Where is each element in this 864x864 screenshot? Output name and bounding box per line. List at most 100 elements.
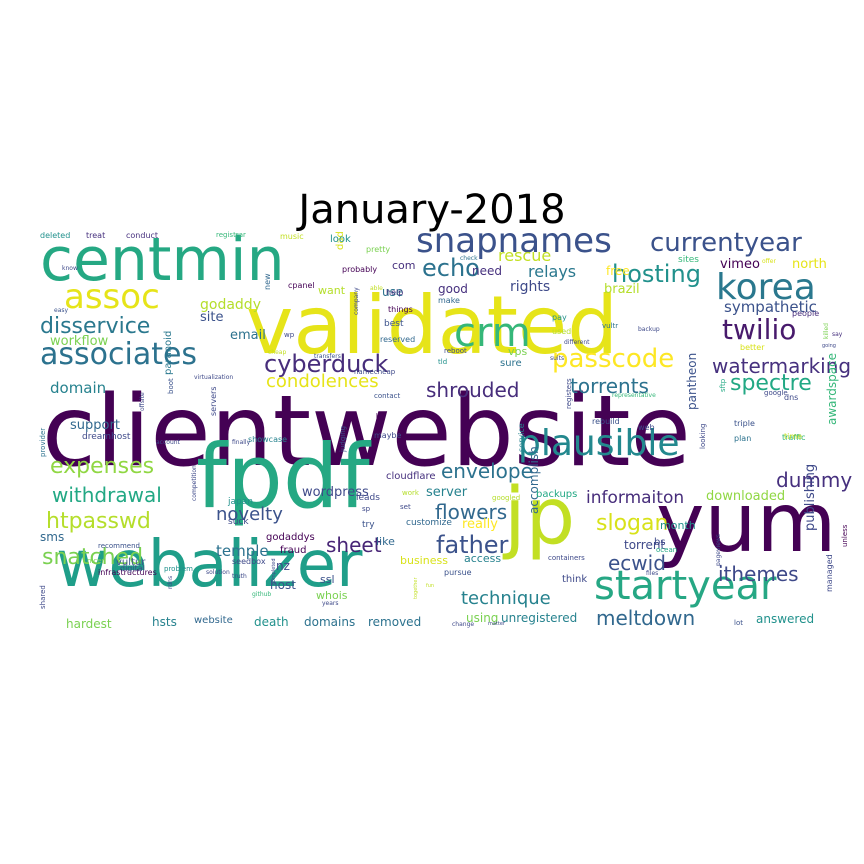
cloud-word: problem	[164, 565, 193, 573]
cloud-word: completed	[271, 558, 277, 585]
cloud-word: pursue	[444, 568, 472, 577]
cloud-word: able	[370, 285, 383, 292]
cloud-word: hosting	[612, 260, 701, 288]
cloud-word: rescue	[498, 246, 552, 265]
cloud-word: leads	[356, 493, 380, 503]
cloud-word: deleted	[40, 231, 71, 240]
cloud-word: wordpress	[302, 485, 369, 500]
cloud-word: conduct	[126, 231, 159, 240]
cloud-word: company	[353, 287, 360, 315]
cloud-word: technique	[461, 588, 551, 609]
cloud-word: torrent	[624, 538, 666, 552]
cloud-word: unless	[841, 524, 849, 547]
cloud-word: plan	[734, 434, 752, 443]
cloud-word: digital	[120, 564, 145, 573]
cloud-word: associates	[40, 337, 198, 372]
cloud-word: webalizer	[56, 528, 363, 602]
cloud-word: servers	[209, 386, 218, 417]
cloud-word: used	[552, 327, 572, 336]
cloud-word: pageviews	[715, 534, 722, 566]
cloud-word: registrar	[216, 231, 246, 239]
cloud-word: pay	[552, 313, 567, 322]
cloud-word: wp	[284, 331, 295, 339]
cloud-word: month	[660, 519, 696, 532]
cloud-word: time	[784, 432, 803, 441]
cloud-word: nicer	[87, 557, 105, 565]
cloud-word: host	[270, 578, 296, 592]
cloud-word: dreamhost	[82, 432, 131, 442]
cloud-word: backups	[536, 489, 578, 500]
cloud-word: removed	[368, 615, 422, 629]
cloud-word: informaiton	[586, 488, 685, 508]
cloud-word: showcase	[248, 435, 288, 444]
cloud-word: change	[452, 621, 475, 628]
cloud-word: h	[376, 413, 380, 420]
cloud-word: lot	[734, 619, 743, 627]
cloud-word: registers	[565, 378, 573, 409]
cloud-word: seedbox	[232, 557, 266, 566]
cloud-word: publishing	[803, 463, 818, 531]
cloud-word: free	[606, 264, 630, 278]
cloud-word: centmin	[40, 225, 285, 295]
cloud-word: namecheap	[354, 368, 396, 376]
cloud-word: offer	[762, 258, 776, 265]
cloud-word: know	[62, 265, 78, 272]
cloud-word: dummy	[776, 468, 853, 492]
cloud-word: htpasswd	[46, 509, 151, 534]
cloud-word: github	[252, 591, 272, 598]
cloud-word: files	[646, 570, 659, 577]
cloud-word: website	[194, 615, 233, 626]
cloud-word: offsite	[139, 392, 146, 411]
cloud-word: godaddy	[200, 297, 261, 313]
cloud-word: server	[426, 485, 468, 500]
cloud-word: twilio	[722, 313, 797, 346]
cloud-word: think	[562, 574, 588, 585]
cloud-word: watermarking	[712, 354, 852, 378]
cloud-word: work	[402, 489, 419, 497]
cloud-word: passcode	[552, 344, 675, 374]
cloud-word: assoc	[64, 277, 160, 317]
cloud-word: google	[764, 389, 788, 397]
cloud-word: meltdown	[596, 606, 696, 630]
cloud-word: check	[460, 255, 478, 262]
cloud-word: backup	[638, 326, 660, 333]
cloud-word: currentyear	[650, 228, 802, 258]
cloud-word: better	[740, 343, 765, 352]
cloud-word: sure	[500, 358, 522, 369]
cloud-word: suits	[550, 355, 565, 362]
cloud-word: reserved	[380, 335, 416, 344]
cloud-word: vultur	[116, 557, 146, 568]
cloud-word: cyberduck	[264, 350, 389, 378]
cloud-word: sp	[362, 505, 371, 513]
cloud-word: truth	[232, 573, 247, 580]
cloud-word: want	[318, 284, 346, 297]
cloud-word: site	[200, 310, 224, 325]
cloud-word: fun	[426, 583, 435, 589]
cloud-word: contact	[374, 392, 401, 400]
cloud-word: vultr	[602, 322, 619, 330]
cloud-word: sms	[40, 530, 65, 544]
cloud-word: ssl	[320, 573, 335, 586]
cloud-word: infrastructures	[98, 568, 157, 577]
cloud-word: cpanel	[288, 281, 315, 290]
cloud-word: finally	[232, 439, 251, 446]
cloud-word: say	[832, 331, 843, 338]
cloud-word: brazil	[604, 282, 640, 297]
cloud-word: accomplish	[527, 446, 541, 514]
cloud-word: echo	[422, 254, 480, 282]
cloud-word: com	[392, 259, 416, 272]
cloud-word: ecwid	[608, 551, 666, 575]
cloud-word: withdrawal	[52, 483, 162, 507]
cloud-word: try	[362, 520, 375, 530]
cloud-word: things	[388, 305, 413, 314]
cloud-word: support	[70, 418, 120, 433]
cloud-word: cloudflare	[386, 471, 436, 482]
cloud-word: good	[438, 282, 468, 296]
cloud-word: use	[382, 285, 404, 299]
cloud-word: triple	[734, 419, 755, 428]
cloud-word: matter	[488, 621, 505, 627]
cloud-word: paranoid	[163, 330, 174, 375]
cloud-word: ithemes	[718, 562, 799, 586]
cloud-word: downloaded	[706, 489, 786, 504]
cloud-word: need	[472, 264, 502, 278]
